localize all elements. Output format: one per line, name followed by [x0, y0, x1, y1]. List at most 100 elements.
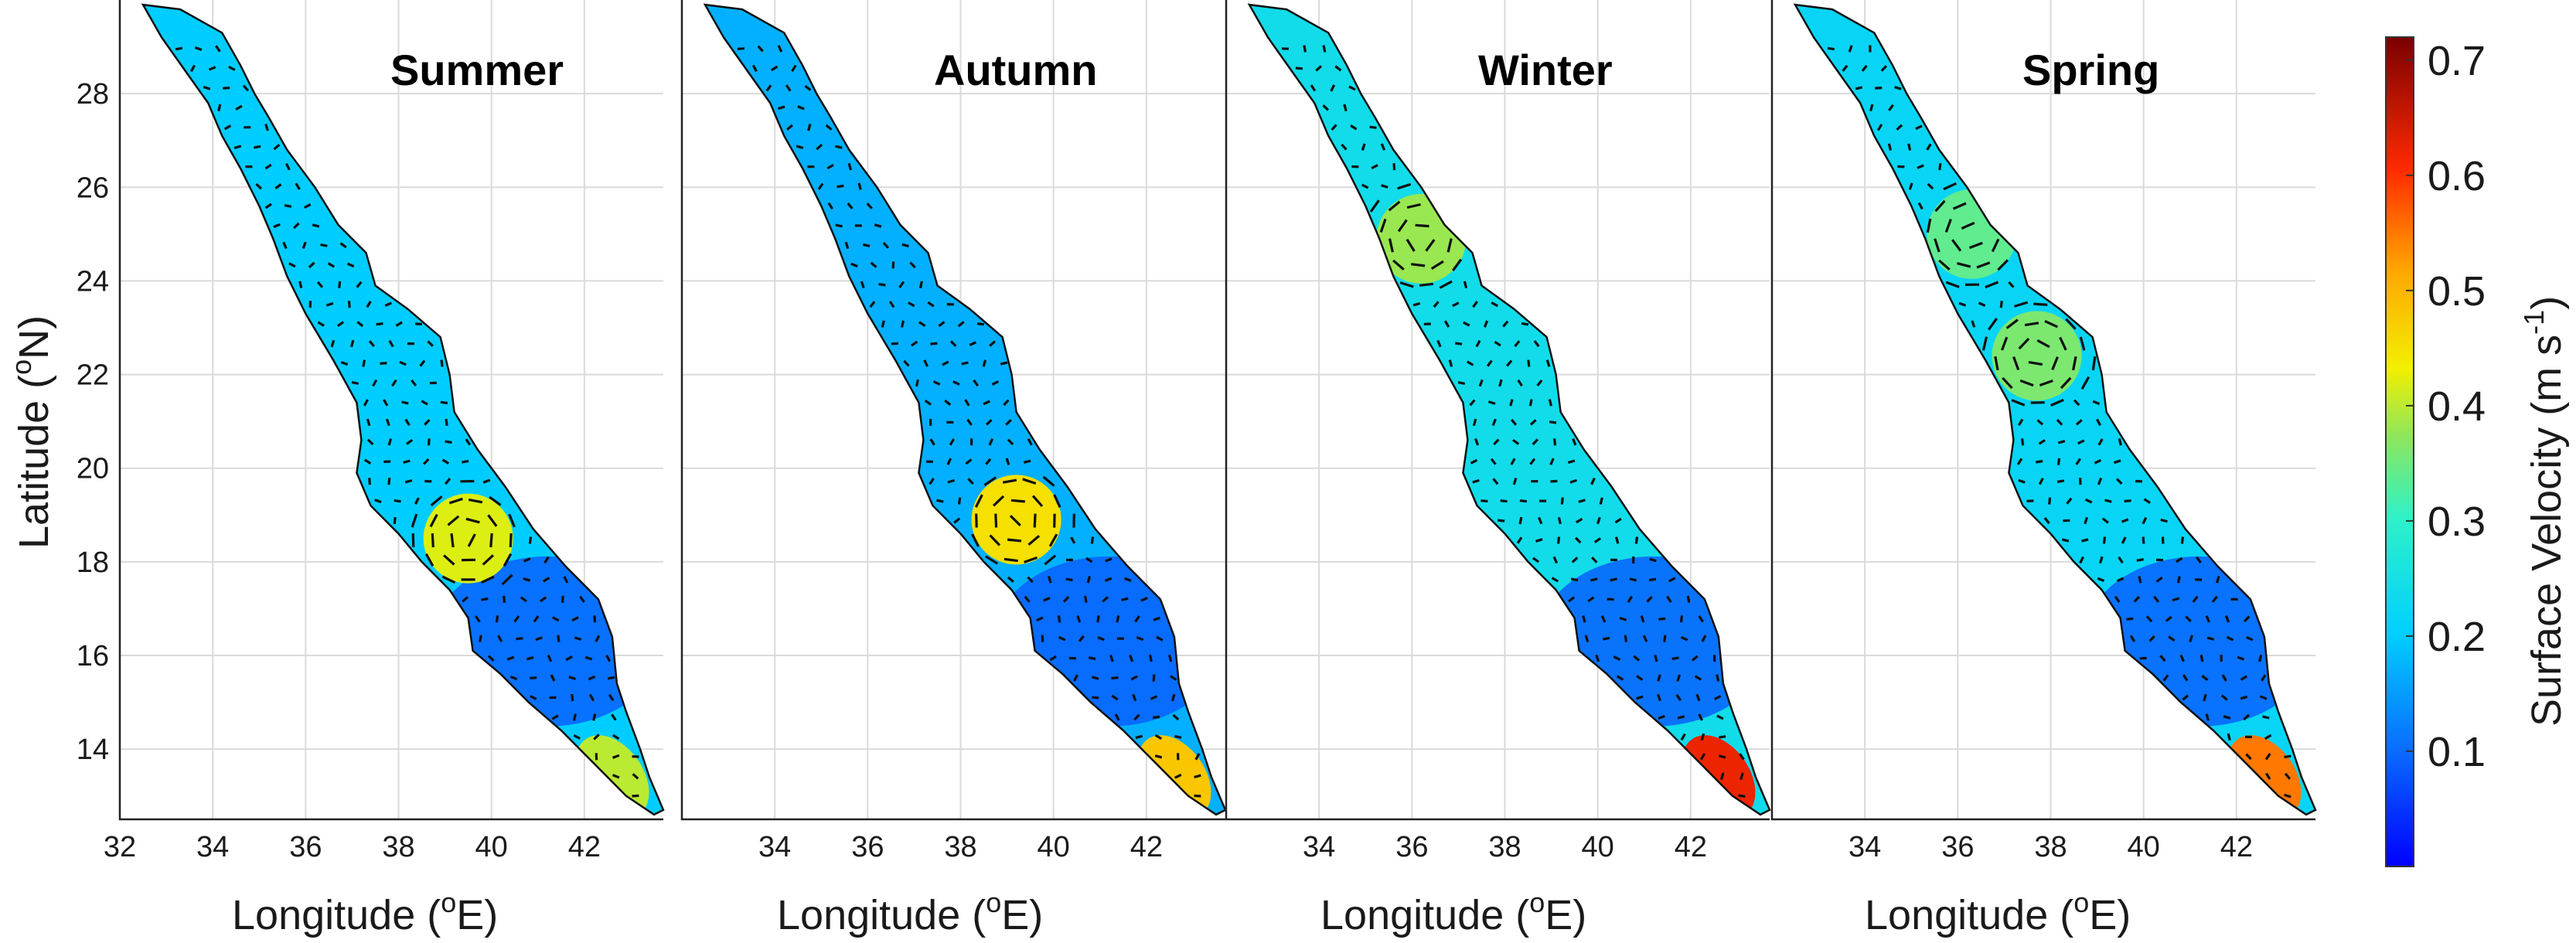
velocity-arrow	[1994, 356, 1999, 371]
velocity-arrow	[927, 301, 935, 308]
colorbar: 0.1 0.2 0.3 0.4 0.5 0.6 0.7 Surface Velocity (…	[2385, 36, 2570, 867]
velocity-arrow	[2084, 516, 2089, 525]
velocity-arrow	[349, 339, 355, 348]
velocity-arrow	[2097, 477, 2103, 485]
velocity-arrow	[870, 261, 877, 268]
velocity-arrow	[2264, 753, 2271, 761]
velocity-arrow	[2185, 615, 2192, 623]
velocity-arrow	[835, 145, 843, 149]
velocity-arrow	[338, 281, 342, 288]
velocity-arrow	[816, 144, 823, 151]
velocity-arrow	[1331, 124, 1337, 131]
velocity-arrow	[765, 84, 772, 92]
velocity-arrow	[1529, 458, 1536, 465]
velocity-arrow	[1716, 674, 1720, 682]
velocity-arrow	[982, 359, 987, 367]
y-axis-label: Latitude (oN)	[5, 315, 57, 549]
winter-x-tick-labels: 34 36 38 40 42	[1303, 831, 1707, 863]
velocity-arrow	[308, 261, 315, 269]
velocity-arrow	[233, 145, 242, 149]
velocity-arrow	[445, 418, 448, 426]
velocity-arrow	[2075, 458, 2082, 465]
velocity-arrow	[1616, 675, 1624, 681]
velocity-arrow	[1698, 713, 1703, 721]
velocity-arrow	[1686, 595, 1691, 604]
velocity-arrow	[217, 104, 222, 112]
x-tick-label: 32	[104, 831, 136, 863]
velocity-arrow	[2284, 793, 2291, 798]
velocity-arrow	[2133, 595, 2141, 603]
velocity-arrow	[1392, 259, 1405, 271]
velocity-arrow	[1532, 557, 1540, 563]
velocity-arrow	[2142, 536, 2145, 544]
velocity-arrow	[1483, 320, 1489, 328]
velocity-arrow	[356, 281, 363, 288]
velocity-arrow	[1492, 478, 1499, 485]
velocity-arrow	[983, 476, 997, 487]
velocity-arrow	[363, 399, 370, 407]
velocity-arrow	[1908, 182, 1913, 190]
x-tick-label: 34	[1849, 831, 1881, 863]
velocity-arrow	[288, 262, 296, 268]
velocity-arrow	[1433, 301, 1440, 308]
spring-panel: 34 36 38 40 42 Spring Longitude (oE)	[1770, 0, 2317, 938]
velocity-arrow	[1584, 635, 1590, 642]
velocity-arrow	[1415, 223, 1429, 228]
velocity-arrow	[1880, 65, 1888, 72]
velocity-arrow	[316, 281, 324, 288]
velocity-arrow	[574, 636, 582, 642]
velocity-arrow	[908, 301, 915, 308]
velocity-arrow	[450, 533, 455, 548]
velocity-arrow	[325, 301, 334, 307]
velocity-arrow	[1516, 536, 1523, 544]
velocity-arrow	[965, 458, 973, 465]
velocity-arrow	[312, 223, 320, 228]
velocity-arrow	[1027, 438, 1033, 446]
velocity-arrow	[992, 495, 1005, 507]
velocity-arrow	[1633, 655, 1641, 662]
velocity-arrow	[1855, 86, 1863, 90]
velocity-arrow	[1587, 596, 1595, 603]
velocity-arrow	[1944, 218, 1952, 233]
velocity-arrow	[2189, 635, 2194, 642]
velocity-arrow	[387, 478, 391, 485]
velocity-arrow	[2245, 753, 2252, 761]
velocity-arrow	[2016, 458, 2023, 465]
velocity-arrow	[467, 533, 476, 547]
velocity-arrow	[2018, 478, 2026, 484]
velocity-arrow	[489, 495, 502, 506]
velocity-arrow	[394, 499, 401, 503]
velocity-arrow	[2002, 376, 2013, 390]
velocity-arrow	[1436, 339, 1442, 348]
velocity-arrow	[2101, 517, 2109, 524]
velocity-arrow	[2203, 693, 2207, 702]
velocity-arrow	[1961, 221, 1975, 230]
velocity-arrow	[1073, 674, 1078, 682]
velocity-arrow	[481, 597, 489, 601]
velocity-arrow	[1472, 418, 1477, 427]
velocity-arrow	[533, 615, 540, 623]
velocity-arrow	[918, 321, 926, 327]
velocity-arrow	[1518, 516, 1523, 525]
velocity-arrow	[825, 124, 833, 131]
velocity-arrow	[930, 342, 938, 346]
velocity-arrow	[440, 359, 444, 367]
velocity-arrow	[588, 675, 596, 681]
velocity-arrow	[264, 203, 272, 209]
velocity-arrow	[487, 655, 495, 662]
velocity-arrow	[1719, 772, 1725, 781]
velocity-arrow	[2176, 557, 2183, 563]
velocity-arrow	[403, 459, 411, 465]
velocity-arrow	[1472, 301, 1478, 308]
velocity-arrow	[2012, 356, 2020, 371]
velocity-arrow	[362, 359, 366, 367]
velocity-arrow	[526, 655, 534, 661]
velocity-arrow	[1043, 597, 1051, 602]
velocity-arrow	[579, 595, 585, 603]
velocity-arrow	[2039, 379, 2053, 387]
velocity-arrow	[608, 693, 615, 702]
velocity-arrow	[611, 713, 617, 721]
velocity-arrow	[1896, 124, 1903, 131]
velocity-arrow	[264, 124, 269, 131]
